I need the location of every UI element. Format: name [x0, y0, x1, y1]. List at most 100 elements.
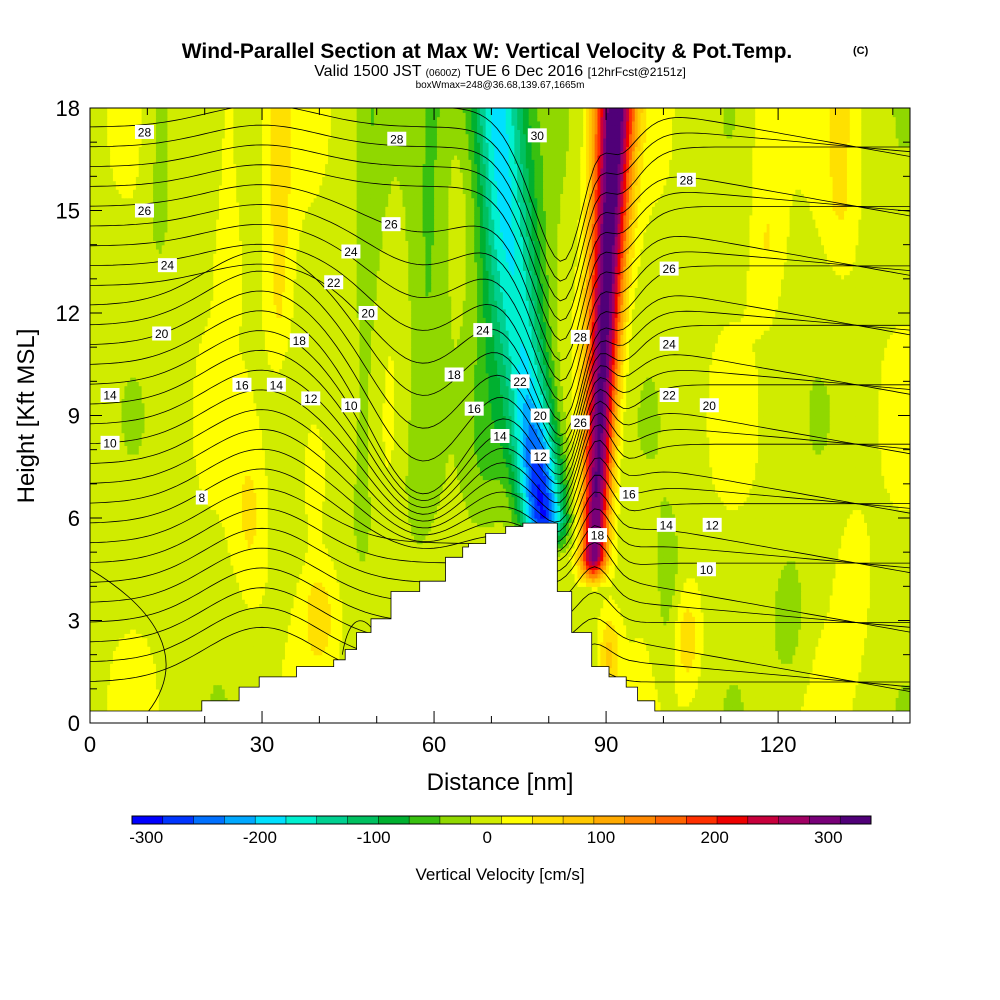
w-cell: [703, 693, 708, 698]
w-cell: [147, 693, 151, 698]
w-cell: [110, 676, 114, 681]
w-cell: [898, 684, 902, 690]
w-cell: [726, 684, 730, 690]
w-cell: [872, 705, 877, 711]
w-cell: [760, 701, 765, 707]
w-cell: [763, 705, 768, 711]
w-cell: [706, 705, 710, 711]
w-cell: [101, 697, 105, 703]
w-cell: [224, 688, 229, 694]
w-cell: [717, 705, 722, 711]
w-cell: [732, 701, 736, 707]
w-cell: [657, 705, 662, 711]
w-cell: [697, 705, 702, 711]
w-cell: [98, 688, 103, 694]
w-cell: [201, 693, 206, 698]
w-cell: [723, 688, 728, 694]
w-cell: [170, 697, 174, 703]
w-cell: [760, 688, 765, 694]
w-cell: [663, 676, 667, 681]
w-cell: [887, 684, 891, 690]
w-cell: [904, 705, 908, 711]
w-cell: [155, 688, 160, 694]
w-cell: [703, 676, 708, 681]
w-cell: [892, 688, 897, 694]
w-cell: [669, 676, 673, 681]
w-cell: [221, 680, 226, 686]
w-cell: [178, 676, 183, 681]
w-cell: [164, 680, 169, 686]
w-cell: [884, 701, 888, 707]
w-cell: [224, 680, 229, 686]
w-cell: [674, 697, 679, 703]
w-cell: [760, 693, 765, 698]
w-cell: [651, 680, 656, 686]
w-cell: [660, 701, 665, 707]
w-cell: [907, 693, 910, 698]
w-cell: [749, 684, 753, 690]
w-cell: [844, 705, 848, 711]
w-cell: [161, 693, 166, 698]
w-cell: [233, 684, 237, 690]
w-cell: [657, 684, 662, 690]
w-cell: [838, 693, 842, 698]
w-cell: [775, 693, 779, 698]
w-cell: [674, 688, 679, 694]
w-cell: [849, 705, 854, 711]
w-cell: [783, 680, 788, 686]
w-cell: [889, 697, 894, 703]
w-cell: [637, 684, 642, 690]
w-cell: [98, 680, 103, 686]
w-cell: [809, 697, 814, 703]
w-cell: [187, 680, 191, 686]
w-cell: [680, 705, 685, 711]
w-cell: [672, 688, 676, 694]
w-cell: [190, 693, 194, 698]
w-cell: [153, 688, 157, 694]
w-cell: [809, 701, 814, 707]
w-cell: [138, 697, 143, 703]
w-cell: [892, 684, 897, 690]
w-cell: [786, 693, 791, 698]
w-cell: [155, 680, 160, 686]
w-cell: [216, 697, 220, 703]
w-cell: [98, 684, 103, 690]
w-cell: [878, 697, 882, 703]
w-cell: [204, 680, 209, 686]
w-cell: [196, 684, 200, 690]
chart-title: Wind-Parallel Section at Max W: Vertical…: [182, 40, 793, 63]
w-cell: [720, 701, 725, 707]
w-cell: [706, 688, 710, 694]
w-cell: [130, 676, 134, 681]
w-cell: [181, 688, 186, 694]
w-cell: [204, 693, 209, 698]
w-cell: [95, 676, 100, 681]
w-cell: [849, 684, 854, 690]
w-cell: [133, 693, 137, 698]
w-cell: [835, 693, 839, 698]
w-cell: [121, 701, 126, 707]
w-cell: [809, 684, 814, 690]
w-cell: [895, 680, 900, 686]
w-cell: [737, 684, 742, 690]
w-cell: [253, 680, 257, 686]
w-cell: [135, 705, 140, 711]
w-cell: [801, 697, 805, 703]
w-cell: [127, 697, 131, 703]
w-cell: [104, 676, 108, 681]
w-cell: [196, 693, 200, 698]
w-cell: [700, 693, 705, 698]
w-cell: [649, 680, 653, 686]
w-cell: [689, 701, 693, 707]
w-cell: [760, 684, 765, 690]
w-cell: [746, 684, 751, 690]
w-cell: [735, 693, 739, 698]
w-cell: [901, 697, 905, 703]
w-cell: [694, 701, 699, 707]
w-cell: [746, 697, 751, 703]
w-cell: [858, 705, 862, 711]
w-cell: [201, 688, 206, 694]
w-cell: [227, 688, 232, 694]
w-cell: [749, 701, 753, 707]
w-cell: [181, 676, 186, 681]
